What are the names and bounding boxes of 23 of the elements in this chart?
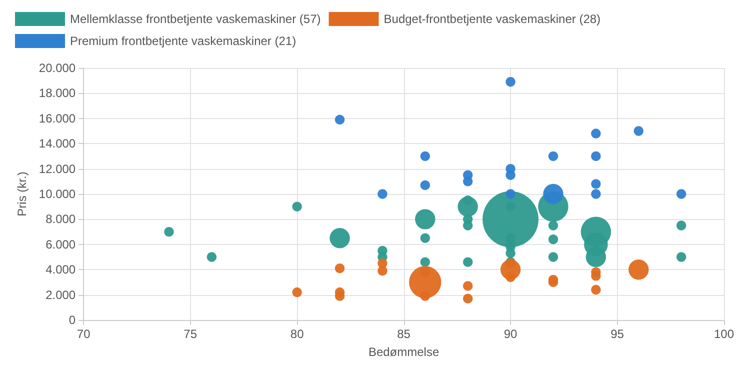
y-tick-label: 10.000 bbox=[38, 187, 76, 201]
legend-label: Mellemklasse frontbetjente vaskemaskiner (57) bbox=[70, 12, 321, 26]
y-tick-label: 4.000 bbox=[46, 262, 76, 277]
y-tick-label: 2.000 bbox=[46, 288, 76, 302]
y-tick-label: 16.000 bbox=[38, 111, 76, 126]
y-axis-title: Pris (kr.) bbox=[15, 172, 29, 216]
x-tick-label: 85 bbox=[397, 327, 411, 341]
y-tick-label: 14.000 bbox=[38, 136, 76, 151]
x-tick-label: 75 bbox=[184, 327, 198, 341]
y-tick-label: 6.000 bbox=[46, 237, 76, 252]
y-tick-label: 20.000 bbox=[38, 61, 76, 75]
x-tick-label: 90 bbox=[504, 327, 518, 341]
x-axis-title: Bedømmelse bbox=[368, 345, 440, 359]
y-tick-label: 8.000 bbox=[46, 212, 76, 226]
x-tick-label: 70 bbox=[76, 327, 91, 341]
y-tick-label: 18.000 bbox=[38, 86, 76, 100]
x-tick-label: 95 bbox=[610, 327, 624, 341]
x-tick-label: 80 bbox=[290, 327, 304, 341]
x-tick-label: 100 bbox=[714, 327, 734, 341]
y-tick-label: 0 bbox=[68, 313, 76, 327]
legend-label: Premium frontbetjente vaskemaskiner (21) bbox=[70, 34, 296, 48]
y-tick-label: 12.000 bbox=[38, 162, 76, 176]
legend-label: Budget-frontbetjente vaskemaskiner (28) bbox=[384, 12, 601, 26]
